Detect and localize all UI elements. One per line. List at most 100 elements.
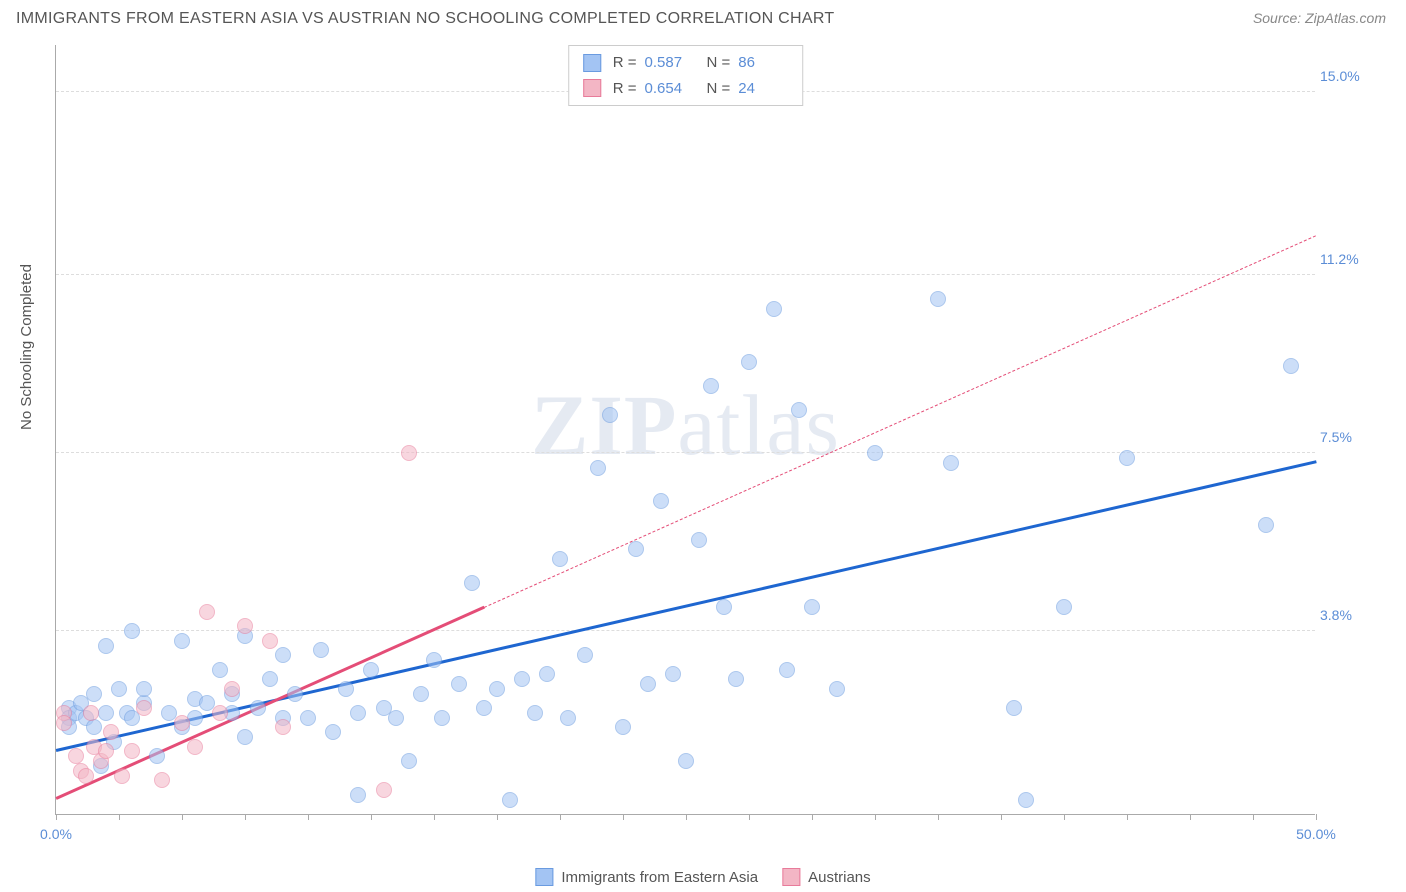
data-point (1018, 792, 1034, 808)
x-tick (1316, 814, 1317, 820)
data-point (451, 676, 467, 692)
n-value-1: 86 (738, 50, 788, 76)
chart-source: Source: ZipAtlas.com (1253, 10, 1386, 26)
data-point (103, 724, 119, 740)
data-point (388, 710, 404, 726)
x-tick (371, 814, 372, 820)
data-point (829, 681, 845, 697)
data-point (804, 599, 820, 615)
data-point (930, 291, 946, 307)
data-point (1258, 517, 1274, 533)
swatch-pink (583, 79, 601, 97)
data-point (363, 662, 379, 678)
data-point (489, 681, 505, 697)
y-tick-label: 15.0% (1320, 68, 1375, 84)
data-point (350, 787, 366, 803)
data-point (413, 686, 429, 702)
gridline (56, 274, 1315, 275)
x-tick (1127, 814, 1128, 820)
data-point (56, 715, 72, 731)
x-tick (686, 814, 687, 820)
x-tick (119, 814, 120, 820)
legend-row-series-1: R = 0.587 N = 86 (583, 50, 789, 76)
data-point (628, 541, 644, 557)
x-tick-label: 0.0% (40, 826, 72, 842)
data-point (212, 662, 228, 678)
legend-item-2: Austrians (782, 868, 871, 886)
data-point (476, 700, 492, 716)
x-tick (938, 814, 939, 820)
x-tick (434, 814, 435, 820)
data-point (86, 686, 102, 702)
data-point (1283, 358, 1299, 374)
data-point (98, 638, 114, 654)
x-tick (623, 814, 624, 820)
watermark: ZIPatlas (531, 375, 840, 475)
swatch-blue (583, 54, 601, 72)
data-point (653, 493, 669, 509)
data-point (313, 642, 329, 658)
data-point (502, 792, 518, 808)
data-point (791, 402, 807, 418)
swatch-blue (535, 868, 553, 886)
data-point (766, 301, 782, 317)
data-point (401, 753, 417, 769)
data-point (376, 782, 392, 798)
data-point (779, 662, 795, 678)
series-legend: Immigrants from Eastern Asia Austrians (535, 868, 870, 886)
x-tick (560, 814, 561, 820)
x-tick (1190, 814, 1191, 820)
data-point (212, 705, 228, 721)
data-point (187, 739, 203, 755)
legend-item-1: Immigrants from Eastern Asia (535, 868, 758, 886)
data-point (691, 532, 707, 548)
y-tick-label: 11.2% (1320, 251, 1375, 267)
data-point (527, 705, 543, 721)
x-tick (1064, 814, 1065, 820)
x-tick (182, 814, 183, 820)
r-value-1: 0.587 (645, 50, 695, 76)
x-tick (875, 814, 876, 820)
x-tick (812, 814, 813, 820)
data-point (615, 719, 631, 735)
data-point (539, 666, 555, 682)
data-point (114, 768, 130, 784)
data-point (124, 743, 140, 759)
data-point (514, 671, 530, 687)
data-point (149, 748, 165, 764)
y-tick-label: 7.5% (1320, 429, 1375, 445)
data-point (237, 729, 253, 745)
x-tick (56, 814, 57, 820)
data-point (275, 719, 291, 735)
data-point (250, 700, 266, 716)
n-value-2: 24 (738, 76, 788, 102)
data-point (86, 719, 102, 735)
data-point (867, 445, 883, 461)
r-value-2: 0.654 (645, 76, 695, 102)
data-point (83, 705, 99, 721)
correlation-legend: R = 0.587 N = 86 R = 0.654 N = 24 (568, 45, 804, 106)
data-point (136, 700, 152, 716)
data-point (199, 604, 215, 620)
swatch-pink (782, 868, 800, 886)
chart-header: IMMIGRANTS FROM EASTERN ASIA VS AUSTRIAN… (0, 0, 1406, 33)
y-axis-label: No Schooling Completed (18, 264, 35, 430)
data-point (300, 710, 316, 726)
data-point (728, 671, 744, 687)
data-point (224, 681, 240, 697)
data-point (98, 743, 114, 759)
data-point (426, 652, 442, 668)
trend-line (56, 460, 1317, 751)
data-point (434, 710, 450, 726)
data-point (665, 666, 681, 682)
x-tick (245, 814, 246, 820)
data-point (1006, 700, 1022, 716)
x-tick (749, 814, 750, 820)
scatter-plot-area: ZIPatlas R = 0.587 N = 86 R = 0.654 N = … (55, 45, 1315, 815)
x-tick (497, 814, 498, 820)
x-tick (308, 814, 309, 820)
legend-row-series-2: R = 0.654 N = 24 (583, 76, 789, 102)
legend-label-2: Austrians (808, 869, 871, 886)
data-point (325, 724, 341, 740)
data-point (124, 623, 140, 639)
